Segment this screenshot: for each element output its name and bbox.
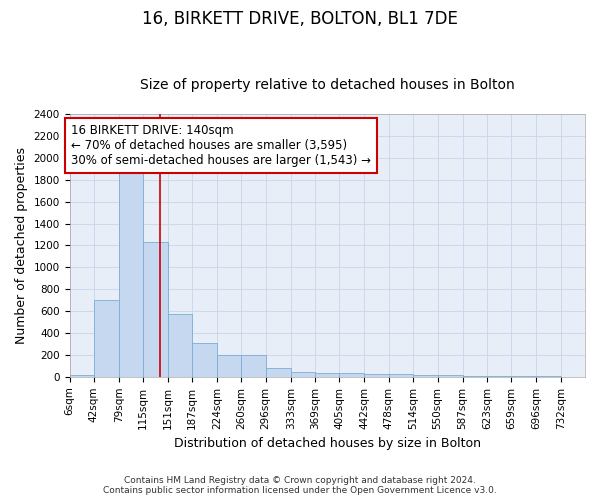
Bar — [340, 373, 364, 377]
Bar — [119, 164, 143, 377]
Bar — [389, 374, 413, 377]
Bar — [94, 300, 119, 377]
Bar — [241, 355, 266, 377]
Bar — [511, 376, 536, 377]
Bar — [536, 376, 560, 377]
Bar — [487, 376, 511, 377]
Bar — [192, 344, 217, 377]
Bar — [437, 375, 463, 377]
Text: Contains HM Land Registry data © Crown copyright and database right 2024.
Contai: Contains HM Land Registry data © Crown c… — [103, 476, 497, 495]
Bar — [315, 373, 340, 377]
Bar — [413, 374, 437, 377]
Bar — [364, 374, 389, 377]
Bar — [463, 376, 487, 377]
Bar — [291, 372, 315, 377]
Y-axis label: Number of detached properties: Number of detached properties — [15, 147, 28, 344]
Bar — [266, 368, 291, 377]
Bar — [143, 242, 167, 377]
X-axis label: Distribution of detached houses by size in Bolton: Distribution of detached houses by size … — [174, 437, 481, 450]
Text: 16 BIRKETT DRIVE: 140sqm
← 70% of detached houses are smaller (3,595)
30% of sem: 16 BIRKETT DRIVE: 140sqm ← 70% of detach… — [71, 124, 371, 167]
Bar — [167, 314, 192, 377]
Title: Size of property relative to detached houses in Bolton: Size of property relative to detached ho… — [140, 78, 515, 92]
Text: 16, BIRKETT DRIVE, BOLTON, BL1 7DE: 16, BIRKETT DRIVE, BOLTON, BL1 7DE — [142, 10, 458, 28]
Bar — [217, 355, 241, 377]
Bar — [70, 375, 94, 377]
